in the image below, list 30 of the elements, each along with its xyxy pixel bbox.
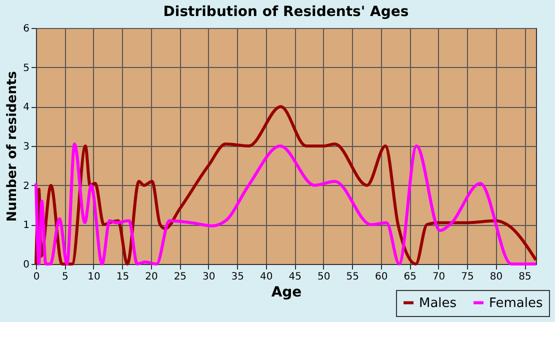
x-tick-label: 0 xyxy=(33,272,40,282)
x-tick-label: 35 xyxy=(231,272,244,282)
legend-label: Males xyxy=(419,296,457,311)
y-tick-label: 2 xyxy=(23,180,30,192)
chart-title: Distribution of Residents' Ages xyxy=(163,4,409,20)
y-tick-label: 4 xyxy=(23,102,30,114)
y-tick-label: 0 xyxy=(23,260,30,270)
x-tick-label: 55 xyxy=(346,272,359,282)
legend-label: Females xyxy=(489,296,544,311)
x-tick-label: 10 xyxy=(88,272,100,282)
y-tick-label: 5 xyxy=(23,62,30,74)
x-tick-label: 75 xyxy=(461,272,474,282)
x-tick-label: 40 xyxy=(260,272,273,282)
x-tick-label: 25 xyxy=(174,272,187,282)
x-tick-label: 45 xyxy=(288,272,302,282)
x-tick-label: 70 xyxy=(432,272,446,282)
x-tick-label: 30 xyxy=(202,272,216,282)
x-tick-label: 60 xyxy=(374,272,388,282)
x-tick-label: 50 xyxy=(317,272,330,282)
y-tick-label: 1 xyxy=(23,220,30,232)
x-axis-title: Age xyxy=(271,284,302,300)
y-axis-title: Number of residents xyxy=(5,70,20,222)
x-tick-label: 20 xyxy=(145,272,158,282)
x-tick-label: 80 xyxy=(490,272,503,282)
x-tick-label: 15 xyxy=(116,272,130,282)
y-tick-label: 3 xyxy=(23,142,30,152)
y-tick-label: 6 xyxy=(23,24,30,34)
x-tick-label: 85 xyxy=(518,272,532,282)
x-tick-label: 65 xyxy=(404,272,416,282)
x-tick-label: 5 xyxy=(62,272,68,282)
